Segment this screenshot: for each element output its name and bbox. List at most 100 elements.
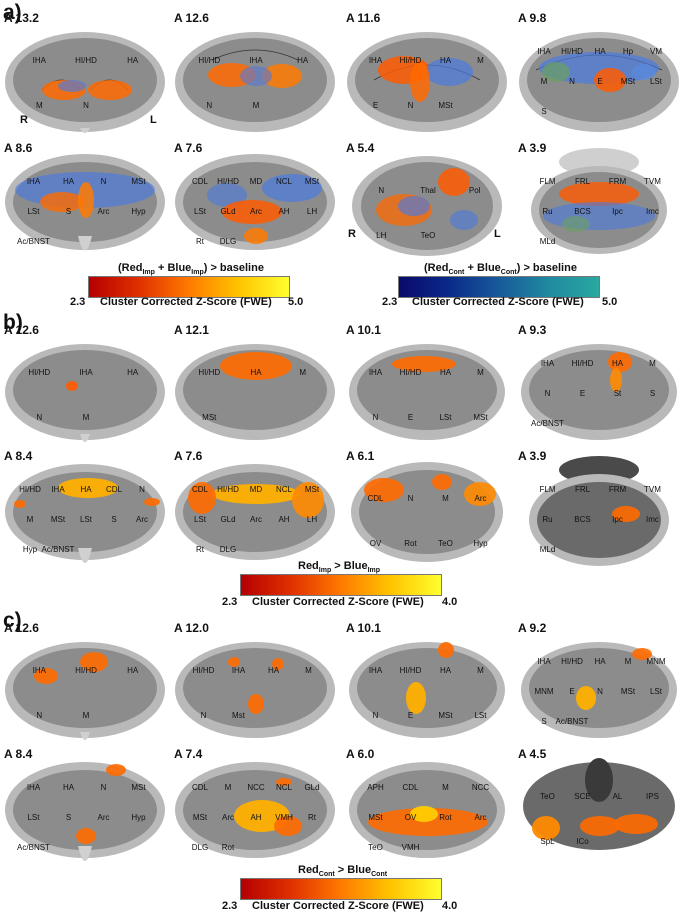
- region-label: LSt: [80, 515, 93, 524]
- region-label: N: [378, 186, 384, 195]
- region-label: Rt: [308, 813, 317, 822]
- slice-label: A 7.4: [174, 747, 203, 761]
- region-label: FRM: [609, 177, 627, 186]
- slice-label: A 12.0: [174, 621, 209, 635]
- colorbar-caption: Cluster Corrected Z-Score (FWE): [252, 596, 424, 608]
- slice-c-r1c1: A 12.6 IHA HI/HD HA N M: [2, 620, 168, 754]
- slice-label: A 10.1: [346, 621, 381, 635]
- activation-blob: [576, 686, 596, 710]
- activation-blob: [58, 478, 118, 498]
- colorbar-red: [240, 574, 442, 596]
- region-label: HI/HD: [400, 666, 422, 675]
- slice-label: A 12.1: [174, 323, 209, 337]
- region-label: HA: [440, 56, 452, 65]
- activation-blob: [274, 816, 302, 836]
- region-label: M: [225, 783, 232, 792]
- region-label: MSt: [305, 177, 320, 186]
- region-label: ICo: [576, 837, 589, 846]
- brain-slice-image: CDL N M Arc OV Rot TeO Hyp: [351, 462, 503, 562]
- activation-blob: [614, 814, 658, 834]
- region-label: OV: [405, 813, 417, 822]
- activation-blob: [398, 196, 430, 216]
- region-label: HI/HD: [561, 47, 583, 56]
- slice-label: A 10.1: [346, 323, 381, 337]
- brain-slice-image: IHA HI/HD HA M N: [5, 32, 165, 133]
- region-label: MD: [250, 177, 263, 186]
- region-label: M: [27, 515, 34, 524]
- region-label: HI/HD: [561, 657, 583, 666]
- region-label: IHA: [369, 666, 383, 675]
- region-label: Arc: [250, 207, 262, 216]
- region-label: HI/HD: [572, 359, 594, 368]
- slice-label: A 7.6: [174, 449, 203, 463]
- region-label: NCC: [247, 783, 265, 792]
- region-label: LH: [376, 231, 386, 240]
- colorbar-title-b: RedImp > BlueImp: [298, 560, 381, 575]
- region-label: N: [101, 177, 107, 186]
- activation-blob: [34, 668, 58, 684]
- region-label: HI/HD: [19, 485, 41, 494]
- brain-slice-image: IHA HA N MSt LSt S Arc Hyp Ac/BNST: [5, 154, 165, 251]
- region-label: MSt: [193, 813, 208, 822]
- region-label: N: [373, 413, 379, 422]
- region-label: IHA: [249, 56, 263, 65]
- region-label: Hyp: [23, 545, 38, 554]
- activation-blob: [580, 816, 620, 836]
- region-label: N: [206, 101, 212, 110]
- region-label: Ac/BNST: [556, 717, 589, 726]
- region-label: TeO: [421, 231, 436, 240]
- brain-slice-image: FLM FRL FRM TVM Ru BCS Ipc Imc MLd: [531, 148, 667, 254]
- brain-slice-image: IHA HI/HD HA M E N MSt: [347, 32, 507, 132]
- slice-label: A 12.6: [4, 323, 39, 337]
- region-label: HA: [127, 666, 139, 675]
- slice-label: A 11.6: [346, 11, 381, 25]
- region-label: MLd: [540, 237, 556, 246]
- colorbar-caption: Cluster Corrected Z-Score (FWE): [412, 296, 584, 308]
- slice-a-r2c2: A 7.6 CDL HI/HD MD NCL MSt LSt GLd Arc AH LH Rt DLG: [172, 140, 338, 274]
- slice-label: A 9.2: [518, 621, 547, 635]
- activation-blob: [364, 478, 404, 502]
- activation-blob: [76, 828, 96, 844]
- region-label: S: [66, 207, 71, 216]
- region-label: SCE: [574, 792, 590, 801]
- activation-blob: [144, 498, 160, 506]
- colorbar-min-label: 2.3: [70, 296, 86, 308]
- right-hemisphere-label: R: [20, 114, 28, 126]
- region-label: Arc: [475, 813, 487, 822]
- region-label: M: [442, 783, 449, 792]
- region-label: HA: [440, 666, 452, 675]
- region-label: MSt: [621, 77, 636, 86]
- region-label: E: [408, 413, 413, 422]
- region-label: N: [373, 711, 379, 720]
- region-label: HI/HD: [217, 177, 239, 186]
- activation-blob: [58, 80, 86, 92]
- activation-blob: [406, 682, 426, 714]
- region-label: HA: [63, 177, 75, 186]
- colorbar-min-label: 2.3: [222, 596, 238, 608]
- slice-b-r2c2: A 7.6 CDL HI/HD MD NCL MSt LSt GLd Arc AH LH Rt DLG: [172, 448, 338, 582]
- slice-label: A 6.1: [346, 449, 375, 463]
- region-label: MNM: [534, 687, 553, 696]
- region-label: LSt: [27, 813, 40, 822]
- region-label: S: [66, 813, 71, 822]
- region-label: VMH: [275, 813, 293, 822]
- colorbar-red: [240, 878, 442, 900]
- activation-blob: [212, 484, 300, 504]
- slice-a-r2c1: A 8.6 IHA HA N MSt LSt S Arc Hyp Ac/BNST: [2, 140, 168, 274]
- activation-blob: [207, 183, 247, 207]
- activation-blob: [88, 80, 132, 100]
- activation-blob: [292, 482, 324, 518]
- slice-label: A 8.4: [4, 747, 33, 761]
- activation-blob: [276, 778, 292, 786]
- region-label: M: [625, 657, 632, 666]
- activation-blob: [228, 657, 240, 667]
- region-label: HI/HD: [400, 368, 422, 377]
- activation-blob: [14, 500, 26, 508]
- region-label: N: [569, 77, 575, 86]
- activation-blob: [272, 658, 284, 670]
- colorbar-max-label: 4.0: [442, 596, 458, 608]
- region-label: LSt: [439, 413, 452, 422]
- activation-blob: [438, 642, 454, 658]
- region-label: MSt: [202, 413, 217, 422]
- region-label: N: [139, 485, 145, 494]
